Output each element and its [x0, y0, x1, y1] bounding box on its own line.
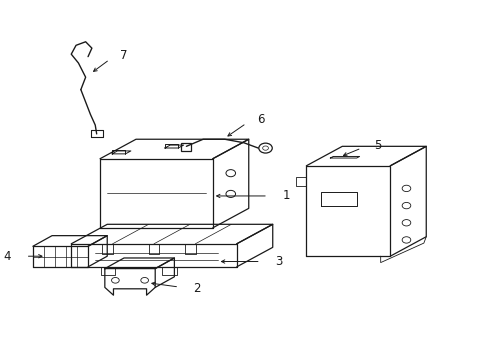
- Text: 5: 5: [373, 139, 381, 152]
- Text: 3: 3: [275, 255, 282, 268]
- Text: 6: 6: [256, 113, 264, 126]
- Text: 1: 1: [282, 189, 289, 202]
- Text: 4: 4: [4, 250, 11, 263]
- Text: 2: 2: [193, 282, 201, 294]
- Text: 7: 7: [120, 49, 127, 62]
- Bar: [180, 143, 191, 150]
